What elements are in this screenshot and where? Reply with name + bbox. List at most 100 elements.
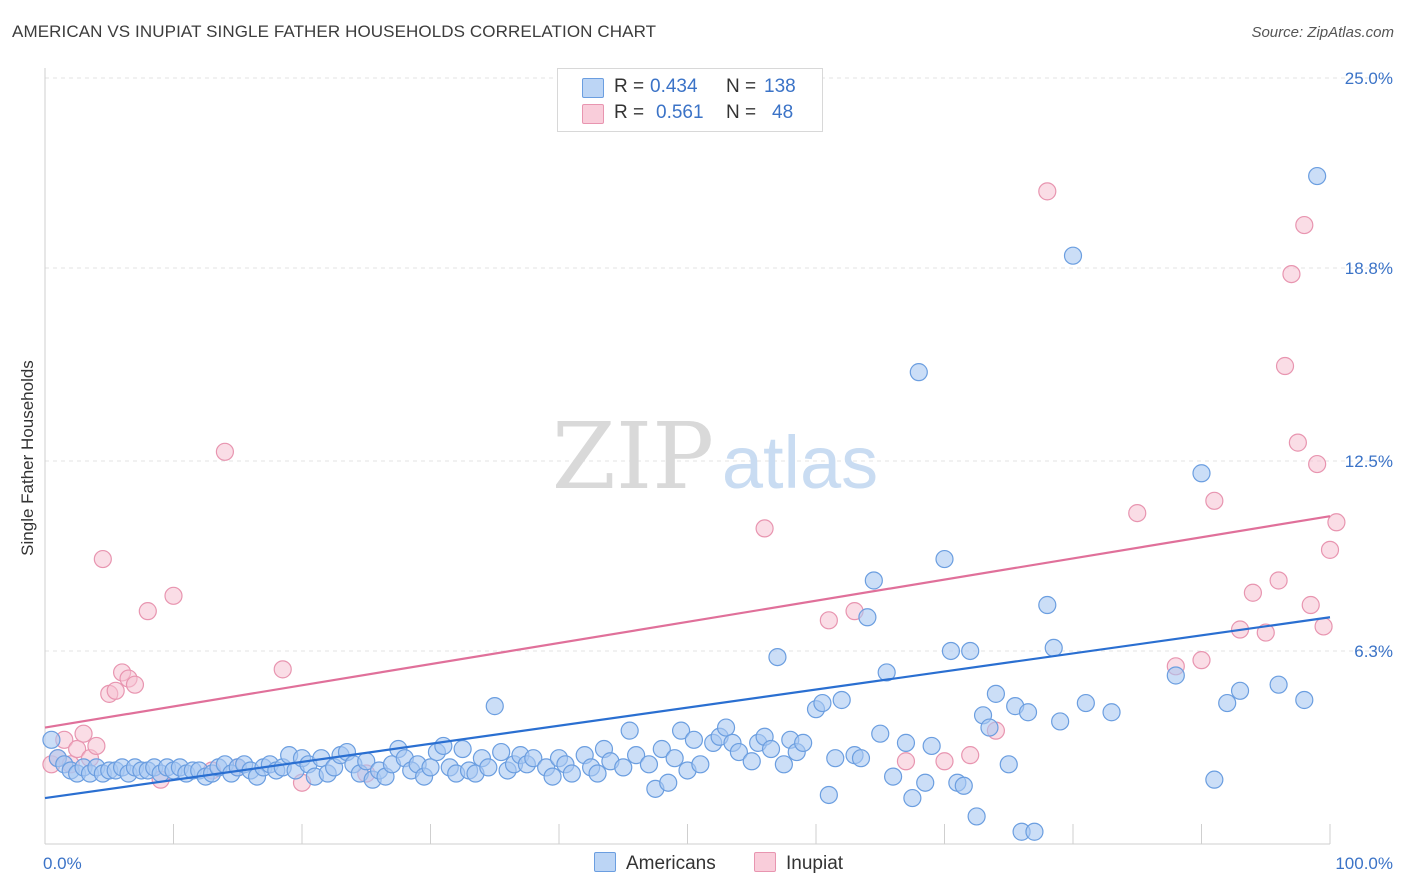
bottom-legend-swatch-americans: [594, 852, 616, 872]
americans-point: [813, 693, 832, 713]
americans-point: [819, 785, 838, 805]
americans-point: [1063, 246, 1083, 265]
inupiat-point: [1256, 623, 1275, 642]
americans-trendline: [44, 616, 1331, 800]
watermark: ZIP atlas: [552, 403, 878, 510]
americans-point: [761, 739, 781, 759]
americans-point: [851, 749, 871, 768]
y-tick-label: 6.3%: [1354, 642, 1393, 661]
americans-point: [1230, 681, 1250, 700]
inupiat-point: [74, 724, 93, 743]
americans-point: [1051, 712, 1070, 731]
americans-point: [916, 773, 935, 792]
stats-legend: R = 0.434 N = 138 R = 0.561 N = 48: [557, 68, 823, 132]
y-tick-label: 18.8%: [1345, 259, 1393, 278]
inupiat-point: [68, 739, 87, 759]
legend-n-value: 48: [772, 102, 794, 123]
americans-point: [479, 758, 498, 777]
americans-point: [1038, 595, 1057, 615]
americans-point: [954, 776, 973, 795]
americans-point: [864, 571, 883, 590]
americans-point: [1044, 638, 1063, 658]
watermark-zip: ZIP: [552, 403, 714, 510]
americans-point: [434, 736, 453, 756]
axes: [44, 68, 1331, 845]
americans-point: [742, 752, 761, 771]
inupiat-point: [1327, 513, 1346, 532]
americans-point: [588, 764, 607, 783]
y-tick-label: 25.0%: [1345, 69, 1393, 88]
americans-point: [871, 724, 890, 743]
americans-point: [903, 788, 922, 808]
inupiat-points: [42, 182, 1346, 792]
trendlines: [44, 515, 1331, 800]
americans-point: [1076, 693, 1095, 713]
inupiat-point: [755, 519, 774, 538]
bottom-legend-americans: Americans: [594, 852, 716, 875]
americans-point: [626, 746, 646, 765]
inupiat-point: [896, 752, 916, 771]
americans-point: [691, 755, 710, 774]
americans-point: [1205, 770, 1224, 789]
americans-point: [524, 749, 543, 768]
americans-point: [1269, 675, 1288, 694]
inupiat-point: [87, 736, 106, 756]
americans-point: [1025, 822, 1044, 841]
tick-labels: 6.3% 12.5% 18.8% 25.0% 0.0% 100.0%: [43, 69, 1393, 873]
inupiat-point: [1301, 595, 1320, 615]
americans-point: [684, 730, 704, 749]
americans-point: [1295, 690, 1314, 710]
inupiat-point: [1308, 454, 1327, 474]
americans-point: [716, 718, 736, 737]
americans-point: [1218, 693, 1237, 713]
americans-point: [1166, 666, 1185, 685]
inupiat-point: [1269, 571, 1288, 590]
inupiat-point: [1128, 503, 1147, 523]
americans-point: [639, 755, 659, 774]
inupiat-point: [1243, 583, 1263, 602]
americans-point: [1192, 464, 1211, 483]
americans-points: [42, 166, 1327, 841]
watermark-atlas: atlas: [722, 421, 878, 504]
inupiat-trendline: [44, 515, 1331, 729]
americans-point: [896, 733, 916, 752]
americans-point: [883, 767, 903, 786]
chart-title: AMERICAN VS INUPIAT SINGLE FATHER HOUSEH…: [12, 22, 657, 41]
legend-r-label: R =: [614, 76, 645, 97]
americans-point: [42, 730, 61, 749]
americans-point: [794, 733, 813, 752]
inupiat-point: [1320, 540, 1340, 559]
americans-point: [620, 721, 639, 740]
inupiat-point: [125, 675, 145, 694]
x-tick-label: 0.0%: [43, 854, 82, 873]
americans-point: [999, 755, 1018, 774]
legend-n-value: 138: [764, 76, 796, 97]
inupiat-point: [138, 602, 157, 621]
americans-point: [909, 363, 928, 382]
legend-n-label: N =: [726, 76, 757, 97]
americans-point: [453, 739, 472, 759]
americans-point: [922, 736, 941, 756]
americans-point: [485, 697, 504, 716]
inupiat-point: [1282, 264, 1301, 284]
americans-point: [562, 764, 581, 783]
americans-point: [774, 755, 793, 774]
bottom-legend-inupiat: Inupiat: [754, 852, 843, 875]
americans-point: [671, 721, 691, 740]
grid-lines: [45, 77, 1390, 652]
legend-swatch-inupiat: [582, 104, 604, 124]
americans-point: [1308, 166, 1327, 186]
inupiat-point: [1192, 651, 1211, 670]
inupiat-point: [273, 660, 292, 679]
legend-r-value: 0.434: [650, 76, 698, 97]
bottom-legend-label: Inupiat: [786, 853, 844, 874]
americans-point: [826, 749, 845, 768]
inupiat-point: [935, 752, 954, 771]
americans-point: [1102, 703, 1121, 722]
americans-point: [935, 549, 954, 569]
americans-point: [768, 647, 787, 667]
inupiat-point: [106, 681, 125, 700]
americans-point: [1018, 703, 1038, 722]
inupiat-point: [1275, 356, 1295, 376]
americans-point: [543, 767, 562, 786]
